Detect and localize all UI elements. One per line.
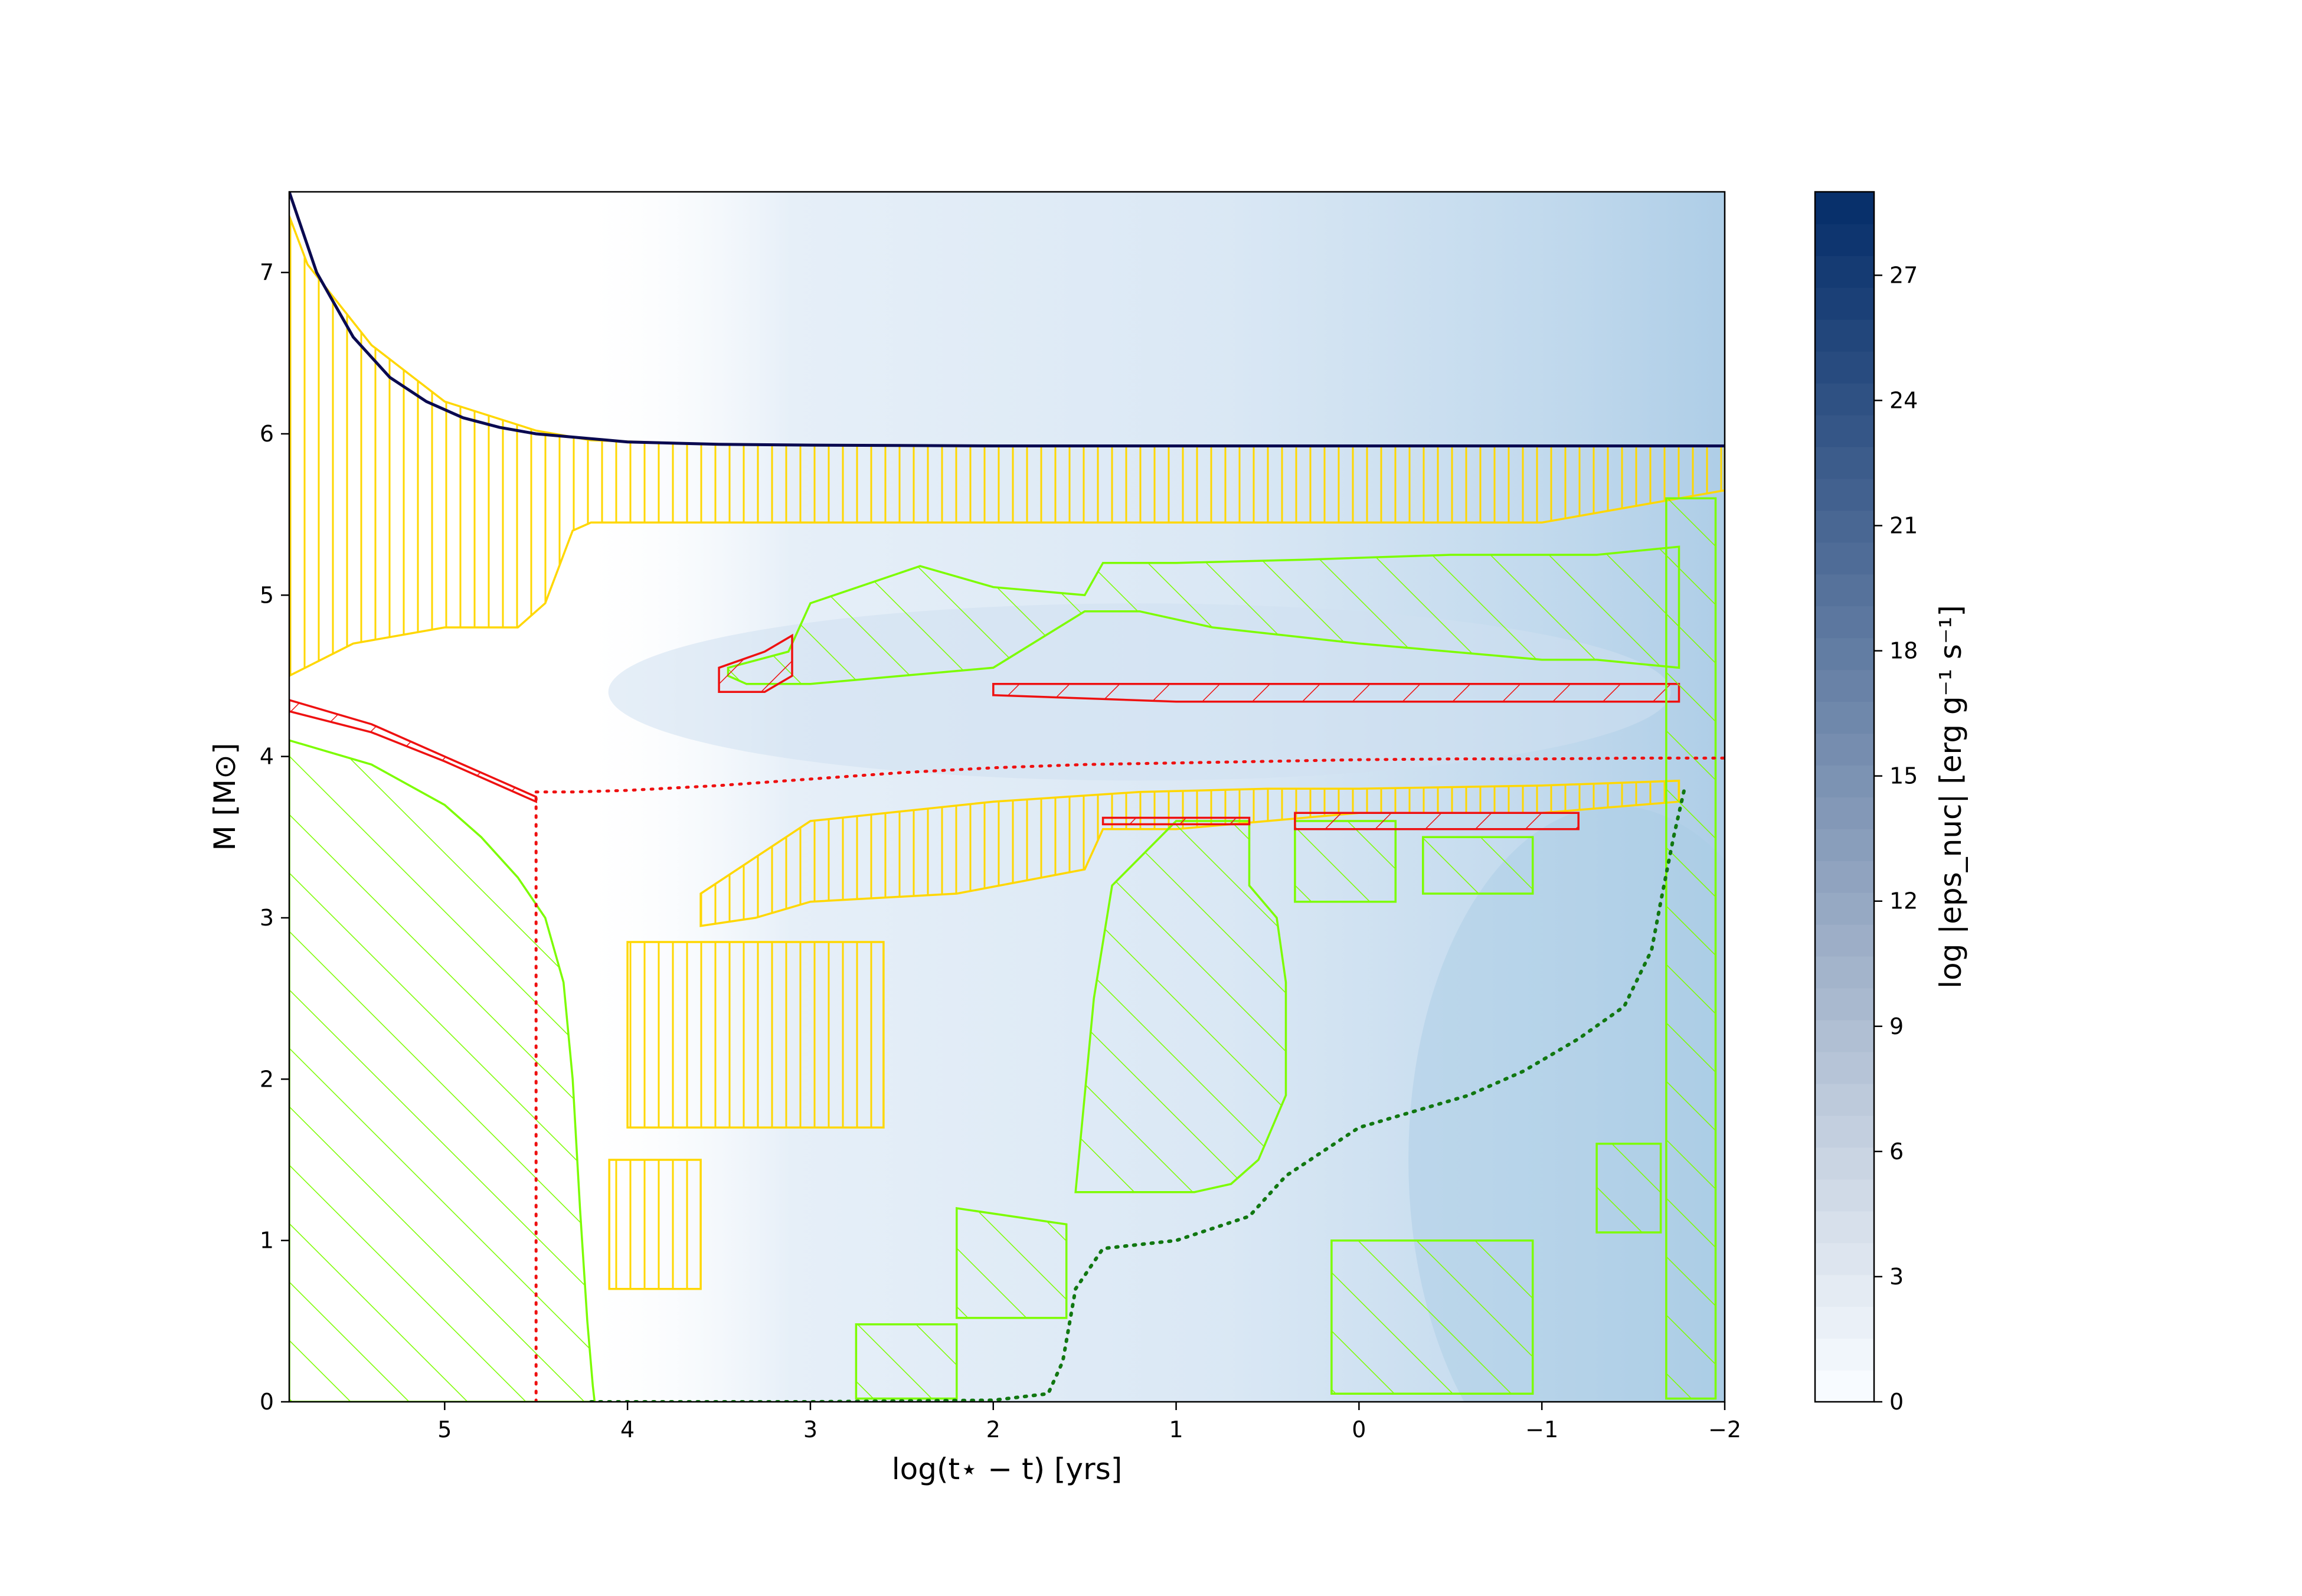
y-tick-label: 3 [260, 905, 274, 931]
y-tick-label: 7 [260, 260, 274, 286]
colorbar-band [1815, 924, 1874, 957]
colorbar-band [1815, 797, 1874, 829]
colorbar-tick-label: 12 [1889, 888, 1918, 914]
y-tick-label: 6 [260, 421, 274, 447]
y-tick-label: 4 [260, 744, 274, 770]
y-axis-label: M [M⊙] [208, 743, 242, 851]
colorbar-ticks: 0 3 6 9 12 15 18 21 24 27 [1874, 262, 1918, 1415]
region-mid-overshoot-bands-2 [608, 1159, 702, 1290]
colorbar-band [1815, 287, 1874, 320]
plot-area [289, 192, 1725, 1402]
colorbar-band [1815, 1338, 1874, 1371]
x-tick-label: 3 [803, 1417, 818, 1443]
y-tick-label: 2 [260, 1066, 274, 1092]
colorbar-band [1815, 669, 1874, 702]
colorbar-band [1815, 1019, 1874, 1052]
colorbar-band [1815, 637, 1874, 671]
colorbar-tick-label: 27 [1889, 262, 1918, 288]
colorbar-band [1815, 1083, 1874, 1116]
region-c-shell-conv-b [1595, 1142, 1662, 1234]
x-tick-label: 4 [620, 1417, 635, 1443]
x-tick-label: 1 [1169, 1417, 1183, 1443]
colorbar-band [1815, 255, 1874, 288]
colorbar-band [1815, 1147, 1874, 1180]
colorbar-band [1815, 956, 1874, 989]
colorbar-band [1815, 765, 1874, 797]
region-thermohaline-ms [289, 699, 537, 803]
colorbar-band [1815, 319, 1874, 352]
colorbar-band [1815, 414, 1874, 447]
line-he-core-boundary [534, 756, 1725, 794]
colorbar-band [1815, 1179, 1874, 1212]
line-co-core-boundary [589, 787, 1686, 1402]
region-he-burning-thermo-top [1101, 816, 1251, 826]
colorbar-tick-label: 15 [1889, 763, 1918, 789]
colorbar-band [1815, 542, 1874, 575]
colorbar-tick-label: 24 [1889, 387, 1918, 413]
colorbar-band [1815, 351, 1874, 384]
region-core-convection-ms [289, 739, 596, 1402]
colorbar-frame [1814, 191, 1875, 1403]
region-upper-thermohaline [718, 633, 793, 694]
y-tick-label: 0 [260, 1389, 274, 1415]
region-he-burning-convection [1074, 820, 1287, 1193]
x-tick-label: 2 [986, 1417, 1000, 1443]
colorbar-band [1815, 1306, 1874, 1339]
colorbar-tick-label: 0 [1889, 1389, 1904, 1415]
colorbar-band [1815, 223, 1874, 256]
region-mid-thermohaline [992, 682, 1680, 703]
region-upper-shell-convection [727, 545, 1680, 685]
line-total-mass [289, 192, 1725, 447]
core-boundaries [289, 192, 1725, 1402]
colorbar-band [1815, 892, 1874, 925]
colorbar-band [1815, 1115, 1874, 1148]
colorbar-tick-label: 18 [1889, 638, 1918, 664]
x-tick-label: 0 [1352, 1417, 1366, 1443]
colorbar-band [1815, 1274, 1874, 1307]
y-tick-label: 5 [260, 582, 274, 608]
plot-frame [288, 191, 1726, 1403]
colorbar-band [1815, 1051, 1874, 1084]
colorbar-band [1815, 987, 1874, 1021]
x-tick-label: −1 [1525, 1417, 1558, 1443]
y-axis: 0 1 2 3 4 5 6 7 [260, 260, 289, 1415]
colorbar-tick-label: 6 [1889, 1139, 1904, 1165]
region-he-shell-conv-b [1422, 836, 1534, 895]
colorbar-bands [1815, 192, 1874, 1402]
colorbar-tick-label: 3 [1889, 1264, 1904, 1290]
colorbar-band [1815, 606, 1874, 639]
colorbar-tick-label: 21 [1889, 513, 1918, 539]
region-c-core-conv-1 [956, 1206, 1068, 1319]
colorbar-band [1815, 574, 1874, 607]
colorbar-band [1815, 478, 1874, 511]
region-late-conv-column [1665, 497, 1717, 1400]
colorbar: 0 3 6 9 12 15 18 21 24 27 log |eps_nuc| [erg g⁻¹ … [1814, 191, 1968, 1415]
colorbar-band [1815, 1370, 1874, 1402]
region-c-shell-conv-a [1330, 1239, 1534, 1395]
region-he-shell-thermo [1294, 812, 1580, 830]
colorbar-band [1815, 510, 1874, 543]
colorbar-band [1815, 1211, 1874, 1244]
x-axis-label: log(t⋆ − t) [yrs] [892, 1452, 1123, 1486]
x-axis: 5 4 3 2 1 0 −1 −2 [437, 1402, 1741, 1443]
colorbar-band [1815, 1242, 1874, 1276]
region-c-core-conv-2 [855, 1323, 958, 1400]
region-he-shell-conv-a [1294, 820, 1397, 903]
colorbar-band [1815, 382, 1874, 416]
colorbar-band [1815, 446, 1874, 479]
x-tick-label: 5 [437, 1417, 452, 1443]
x-tick-label: −2 [1708, 1417, 1741, 1443]
colorbar-label: log |eps_nuc| [erg g⁻¹ s⁻¹] [1934, 605, 1968, 989]
colorbar-band [1815, 192, 1874, 224]
region-mid-overshoot-bands [626, 941, 885, 1129]
colorbar-tick-label: 9 [1889, 1013, 1904, 1039]
colorbar-band [1815, 701, 1874, 734]
colorbar-band [1815, 828, 1874, 861]
y-tick-label: 1 [260, 1228, 274, 1254]
colorbar-band [1815, 733, 1874, 766]
colorbar-band [1815, 860, 1874, 893]
